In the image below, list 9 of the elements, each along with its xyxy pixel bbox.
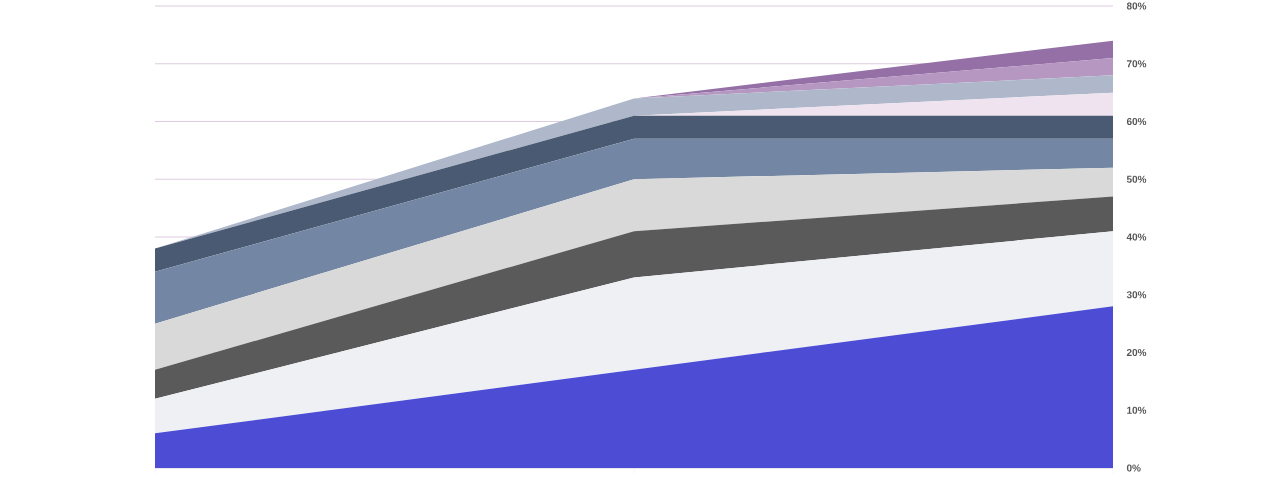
- y-tick-label: 80%: [1126, 2, 1147, 10]
- y-tick-label: 60%: [1126, 117, 1147, 126]
- y-tick-label: 0%: [1126, 464, 1141, 472]
- y-tick-label: 70%: [1126, 60, 1147, 68]
- y-tick-label: 20%: [1126, 348, 1147, 357]
- y-tick-label: 50%: [1126, 175, 1147, 183]
- y-tick-label: 40%: [1126, 233, 1147, 241]
- y-tick-label: 30%: [1126, 291, 1147, 299]
- y-tick-label: 10%: [1127, 406, 1147, 414]
